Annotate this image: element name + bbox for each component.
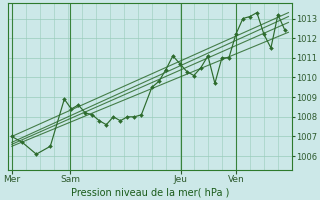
X-axis label: Pression niveau de la mer( hPa ): Pression niveau de la mer( hPa ) — [71, 187, 229, 197]
